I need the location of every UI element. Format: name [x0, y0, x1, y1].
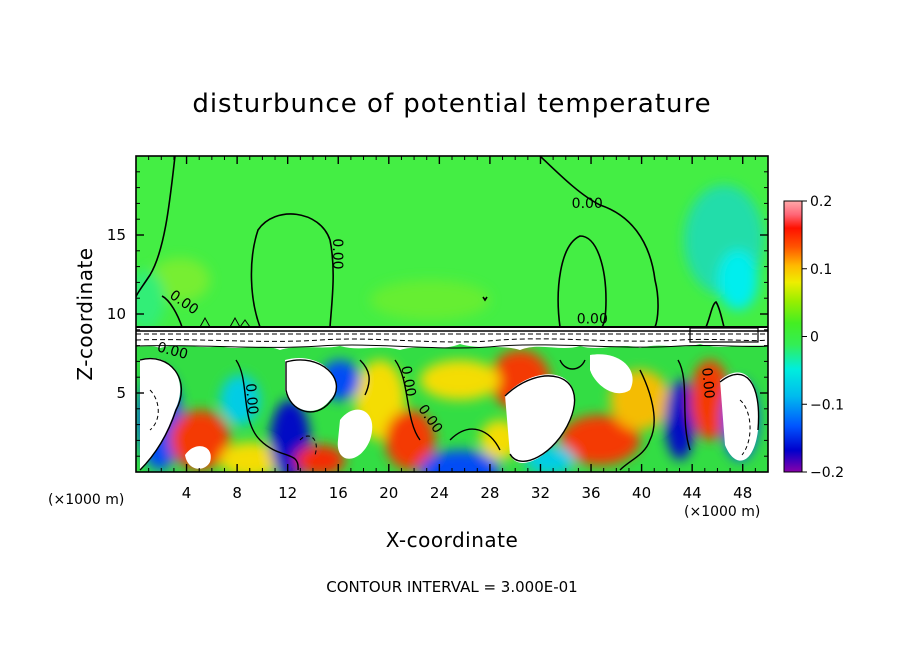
contour-label: 0.00 [698, 367, 717, 399]
x-tick-label: 24 [430, 484, 449, 502]
x-tick-label: 8 [232, 484, 242, 502]
x-tick-label: 20 [379, 484, 398, 502]
contour-label: 0.00 [572, 196, 603, 212]
colorbar-gradient [783, 200, 803, 473]
colorbar: 0.2 0.1 0 −0.1 −0.2 [783, 194, 844, 481]
colorbar-ticks: 0.2 0.1 0 −0.1 −0.2 [802, 194, 844, 481]
y-tick-label: 10 [107, 305, 126, 323]
x-axis-label: X-coordinate [386, 528, 519, 552]
x-tick-label: 36 [581, 484, 600, 502]
y-axis-label: Z-coordinate [73, 247, 97, 380]
contour-label: 0.00 [242, 383, 261, 415]
contour-label: 0.00 [397, 365, 418, 398]
lower-turbulent-layer [136, 340, 768, 472]
x-tick-label: 44 [683, 484, 702, 502]
contour-label: 0.00 [329, 238, 345, 269]
zero-contours-upper [136, 156, 725, 328]
y-tick-label: 15 [107, 226, 126, 244]
y-axis: 5 10 15 [107, 171, 768, 457]
y-tick-label: 5 [116, 384, 126, 402]
x-tick-label: 32 [531, 484, 550, 502]
colorbar-tick-label: 0 [810, 330, 819, 346]
x-tick-label: 12 [278, 484, 297, 502]
colorbar-tick-label: −0.2 [810, 465, 844, 481]
x-unit-label-left: (×1000 m) [48, 492, 124, 508]
contour-label: 0.00 [577, 311, 608, 327]
x-tick-label: 28 [480, 484, 499, 502]
colorbar-tick-label: 0.2 [810, 194, 832, 210]
x-tick-label: 48 [733, 484, 752, 502]
contour-label: 0.00 [155, 339, 189, 363]
contour-interval-note: CONTOUR INTERVAL = 3.000E-01 [326, 578, 577, 596]
x-tick-label: 16 [329, 484, 348, 502]
x-unit-label-right: (×1000 m) [684, 504, 760, 520]
chart-title: disturbunce of potential temperature [192, 89, 711, 119]
x-axis: 4 8 12 16 20 24 28 32 36 40 44 48 [148, 156, 756, 502]
colorbar-tick-label: 0.1 [810, 262, 832, 278]
x-tick-label: 4 [182, 484, 192, 502]
colorbar-tick-label: −0.1 [810, 397, 844, 413]
contour-labels: 0.000.000.000.000.000.000.000.000.00 [155, 196, 717, 436]
interface-band [136, 316, 768, 350]
x-tick-label: 40 [632, 484, 651, 502]
plot-area [136, 156, 768, 472]
